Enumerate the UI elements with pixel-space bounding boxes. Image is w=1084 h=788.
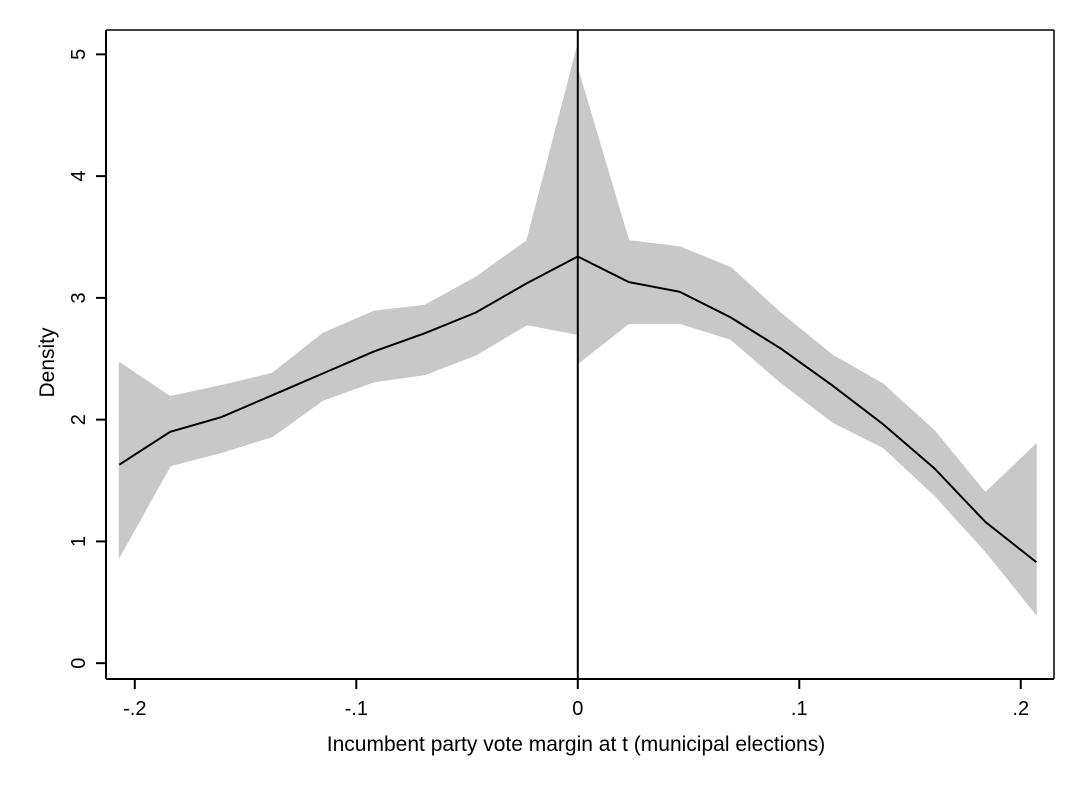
y-tick-label: 1 xyxy=(68,536,90,547)
ci-band-right xyxy=(577,68,1037,616)
y-tick-label: 4 xyxy=(68,171,90,182)
y-axis-title: Density xyxy=(36,327,59,398)
x-tick-label: .1 xyxy=(791,698,808,720)
density-line-right xyxy=(577,255,1037,563)
y-tick-label: 5 xyxy=(68,49,90,60)
x-axis-ticks: -.2 -.1 0 .1 .2 xyxy=(123,679,1029,720)
x-axis-title: Incumbent party vote margin at t (munici… xyxy=(327,733,825,756)
x-tick-label: -.1 xyxy=(345,698,368,720)
x-tick-label: -.2 xyxy=(123,698,146,720)
density-lines xyxy=(118,255,1037,563)
x-tick-label: 0 xyxy=(572,698,583,720)
x-tick-label: .2 xyxy=(1012,698,1029,720)
y-tick-label: 3 xyxy=(68,292,90,303)
y-tick-label: 2 xyxy=(68,414,90,425)
ci-band-left xyxy=(118,44,579,560)
y-tick-label: 0 xyxy=(68,658,90,669)
density-line-left xyxy=(118,255,579,466)
y-axis-ticks: 0 1 2 3 4 5 xyxy=(68,49,106,669)
